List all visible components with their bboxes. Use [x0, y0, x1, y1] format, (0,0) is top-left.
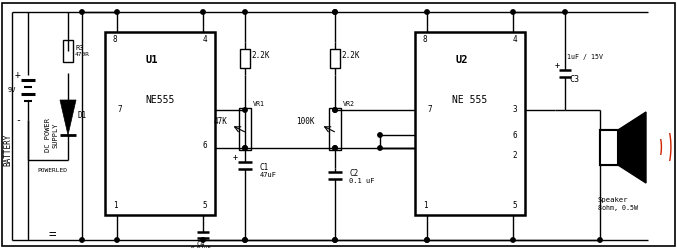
Circle shape: [201, 238, 205, 242]
Text: C4: C4: [197, 241, 205, 247]
Circle shape: [243, 10, 247, 14]
Text: C1: C1: [260, 163, 269, 173]
Text: NE555: NE555: [146, 95, 175, 105]
Text: 47K: 47K: [213, 117, 227, 125]
Text: 100K: 100K: [297, 117, 315, 125]
Circle shape: [80, 238, 84, 242]
Text: 1: 1: [422, 200, 427, 210]
Polygon shape: [618, 112, 646, 183]
Circle shape: [243, 146, 247, 150]
Circle shape: [378, 146, 383, 150]
Text: +: +: [15, 70, 21, 80]
Text: 470R: 470R: [75, 53, 90, 58]
Polygon shape: [60, 100, 76, 135]
Circle shape: [333, 238, 337, 242]
Text: VR1: VR1: [253, 101, 265, 107]
Circle shape: [511, 238, 515, 242]
Text: 0.1 uF: 0.1 uF: [349, 178, 374, 184]
Circle shape: [243, 108, 247, 112]
Circle shape: [201, 10, 205, 14]
Text: U2: U2: [456, 55, 468, 65]
Bar: [600, 130, 618, 165]
Text: BATTERY: BATTERY: [3, 134, 12, 166]
Text: 3: 3: [512, 105, 517, 115]
Text: 7: 7: [427, 105, 432, 115]
Circle shape: [333, 10, 337, 14]
Text: R3: R3: [75, 45, 83, 51]
Circle shape: [115, 238, 119, 242]
Text: =: =: [48, 228, 56, 242]
Text: U1: U1: [146, 55, 158, 65]
Text: 8ohm, 0.5W: 8ohm, 0.5W: [598, 205, 638, 211]
Text: 0.01uF: 0.01uF: [190, 247, 211, 248]
Bar: [329, 108, 341, 150]
Circle shape: [333, 238, 337, 242]
Text: 1: 1: [112, 200, 117, 210]
Text: C2: C2: [349, 169, 358, 179]
Text: D1: D1: [78, 111, 87, 120]
Circle shape: [563, 10, 567, 14]
Bar: [415, 32, 525, 215]
Text: DC POWER
SUPPLY: DC POWER SUPPLY: [45, 118, 58, 152]
Circle shape: [243, 238, 247, 242]
Circle shape: [378, 133, 383, 137]
Text: C3: C3: [569, 75, 579, 85]
Bar: [63, 40, 73, 62]
Text: 4: 4: [512, 35, 517, 44]
Text: +: +: [554, 61, 559, 69]
Text: POWERLED: POWERLED: [37, 167, 67, 173]
Text: +: +: [232, 154, 238, 162]
Text: 8: 8: [112, 35, 117, 44]
Bar: [239, 108, 251, 150]
Circle shape: [333, 108, 337, 112]
Circle shape: [424, 10, 429, 14]
Text: NE 555: NE 555: [452, 95, 487, 105]
Text: 1uF / 15V: 1uF / 15V: [567, 54, 603, 60]
Bar: [600, 130, 618, 165]
Bar: [105, 32, 215, 215]
Text: 6: 6: [512, 130, 517, 139]
Text: 7: 7: [117, 105, 122, 115]
Circle shape: [333, 10, 337, 14]
Circle shape: [115, 10, 119, 14]
Text: 2.2K: 2.2K: [341, 51, 359, 60]
Circle shape: [333, 108, 337, 112]
Circle shape: [243, 146, 247, 150]
Text: 5: 5: [202, 200, 207, 210]
Text: VR2: VR2: [343, 101, 355, 107]
Circle shape: [598, 238, 603, 242]
Circle shape: [511, 10, 515, 14]
Text: -: -: [15, 115, 21, 125]
Bar: [330, 49, 340, 67]
Text: Speaker: Speaker: [598, 197, 629, 203]
Text: 9V: 9V: [7, 87, 16, 93]
Text: 2: 2: [512, 151, 517, 159]
Circle shape: [424, 238, 429, 242]
Bar: [240, 49, 250, 67]
Text: 4: 4: [202, 35, 207, 44]
Circle shape: [80, 10, 84, 14]
Text: 47uF: 47uF: [260, 172, 277, 178]
Circle shape: [333, 146, 337, 150]
Text: 5: 5: [512, 200, 517, 210]
Circle shape: [333, 146, 337, 150]
Text: 2.2K: 2.2K: [251, 51, 269, 60]
Text: 8: 8: [422, 35, 427, 44]
Text: 6: 6: [202, 141, 207, 150]
Circle shape: [424, 238, 429, 242]
Circle shape: [243, 238, 247, 242]
